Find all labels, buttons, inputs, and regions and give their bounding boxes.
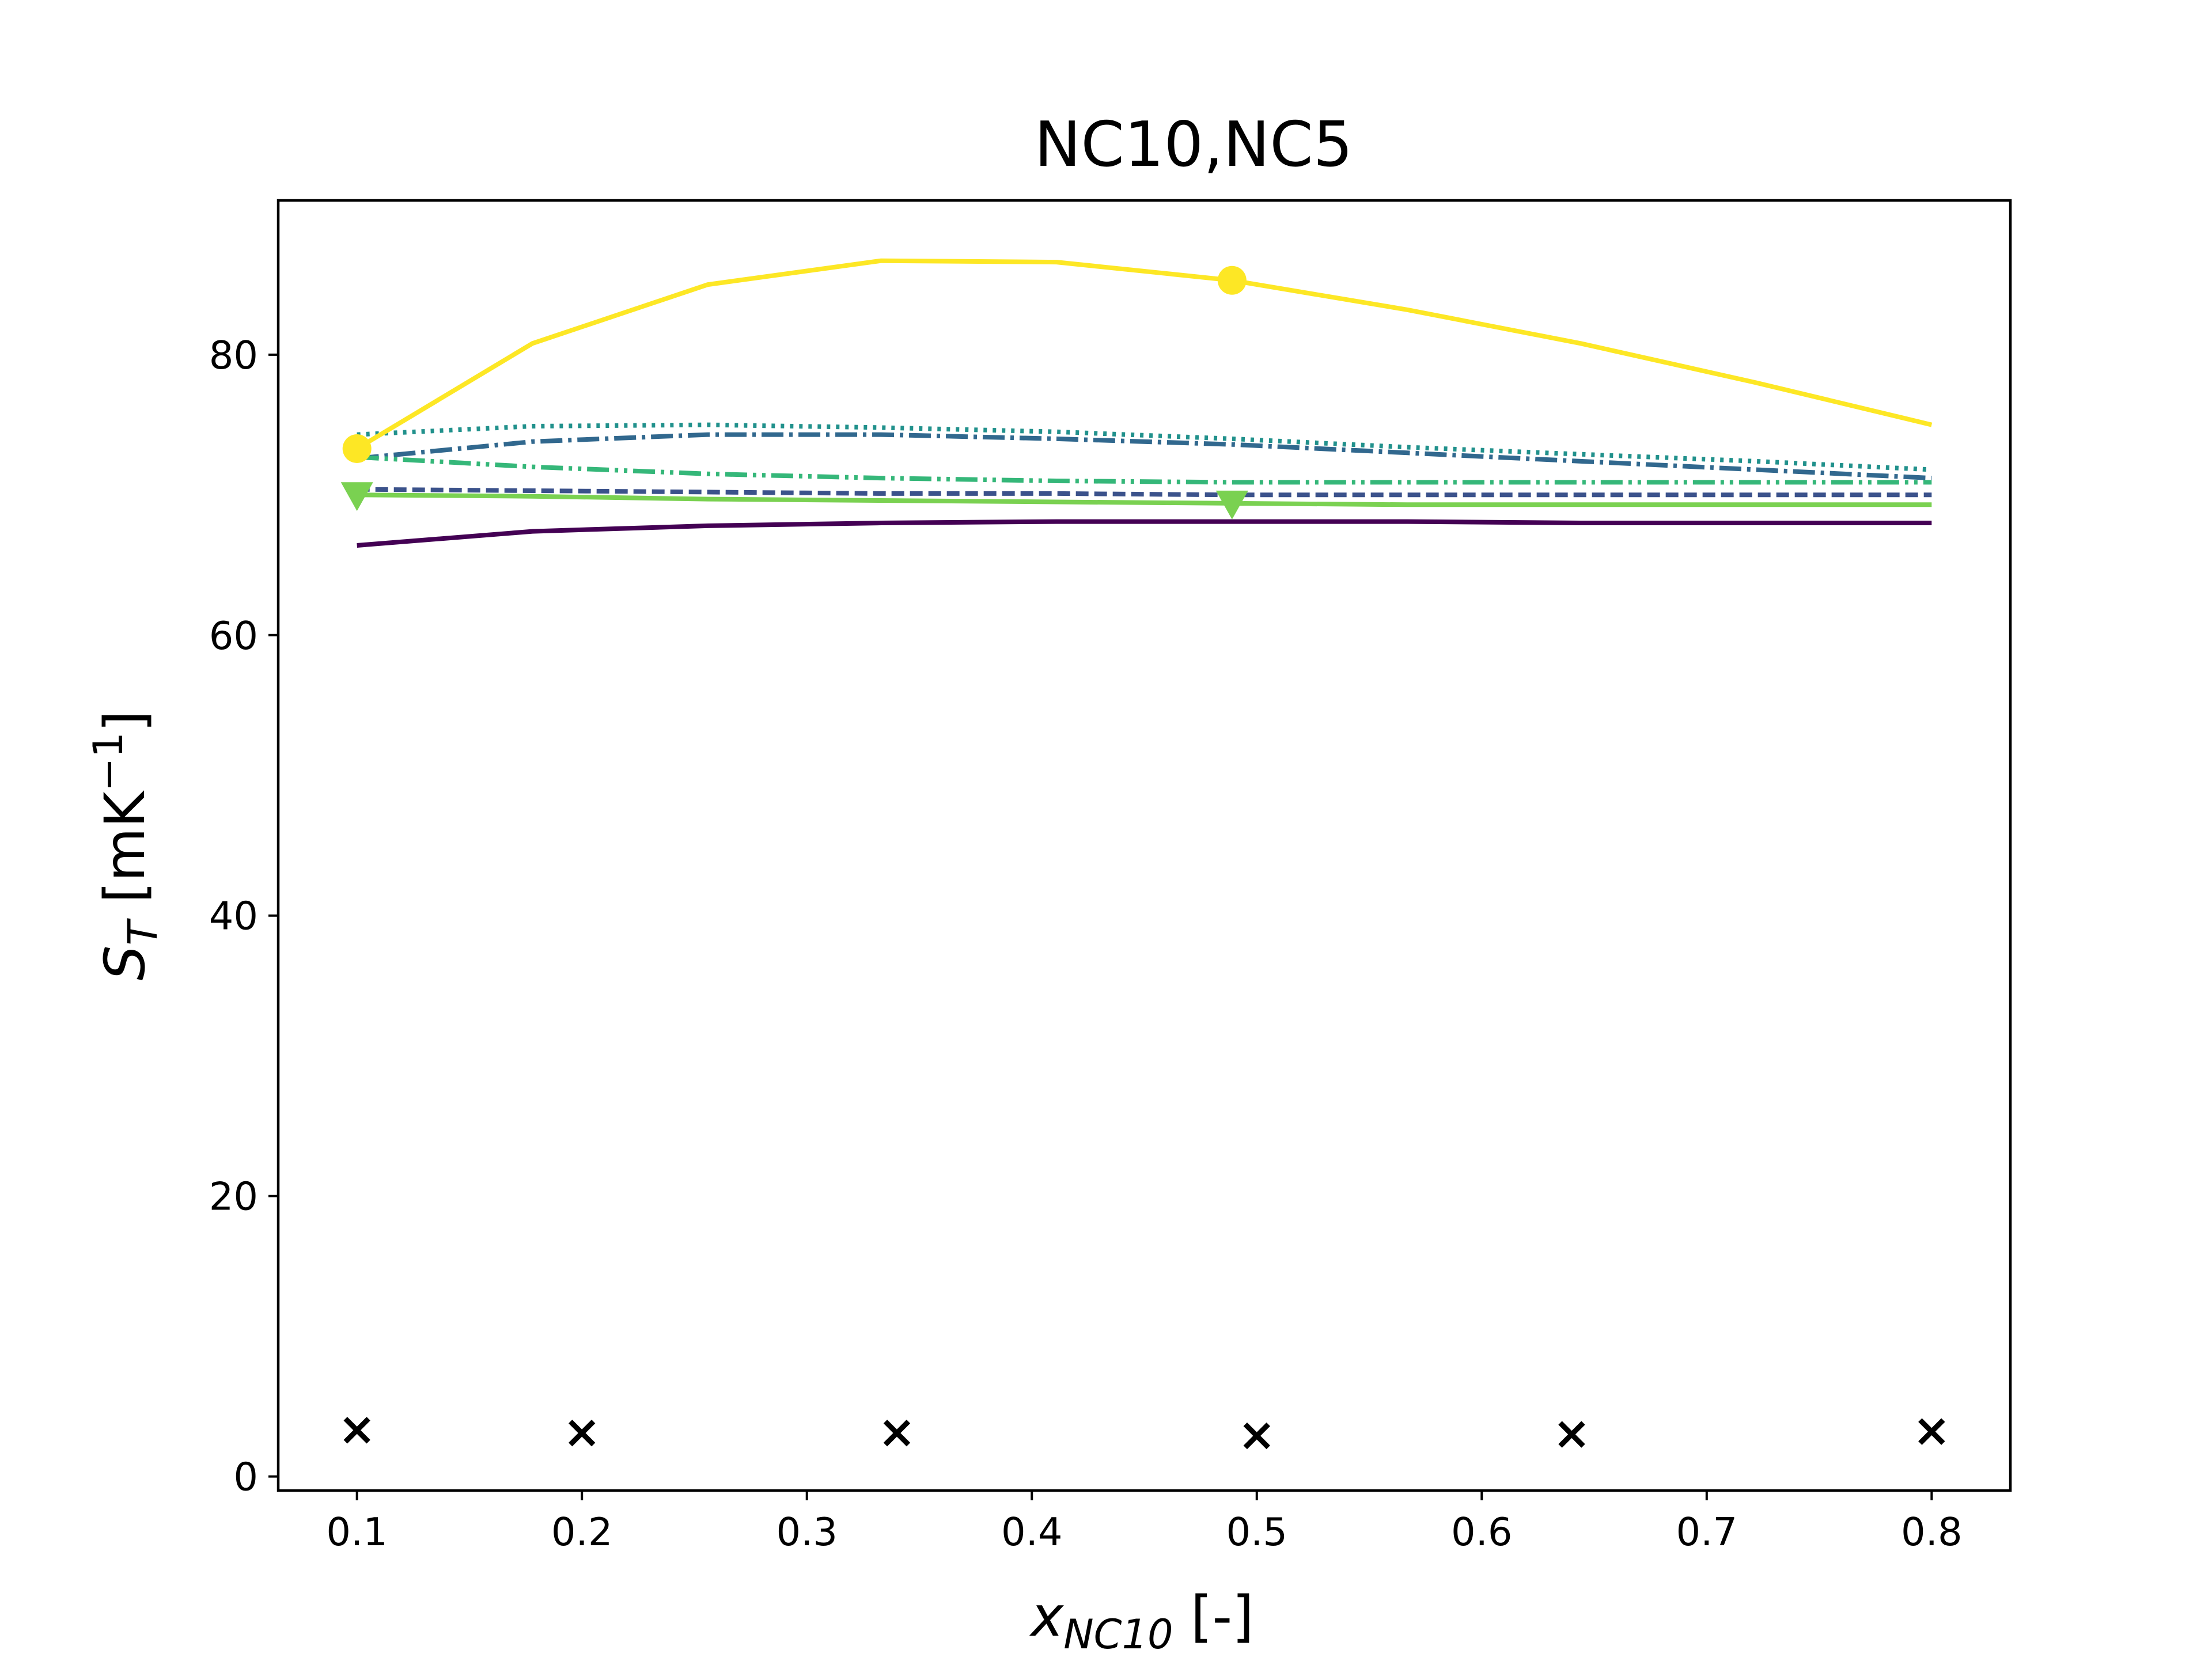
x-tick-label: 0.2 [551,1510,613,1554]
series-line [355,258,1933,451]
series-line [357,519,1932,548]
x-tick-label: 0.1 [326,1510,388,1554]
series-line [357,487,1932,498]
x-tick-label: 0.3 [776,1510,838,1554]
series-5 [340,482,1932,519]
data-point [883,1419,911,1447]
series-4 [357,454,1932,485]
x-tick-label: 0.8 [1901,1510,1963,1554]
y-axis-label: ST [mK−1] [85,711,166,981]
x-tick-label: 0.4 [1001,1510,1063,1554]
series-6 [342,258,1933,463]
data-point [343,1417,370,1444]
chart-title: NC10,NC5 [1035,109,1353,181]
series-line [357,432,1932,481]
series-0 [357,519,1932,548]
y-tick-label: 40 [209,894,258,939]
data-point [1243,1422,1270,1450]
data-point [1217,266,1247,295]
series-3 [357,432,1932,481]
x-axis-label: xNC10 [-] [1029,1584,1253,1658]
series-line [357,492,1932,507]
data-point [569,1419,596,1447]
data-point [340,482,373,511]
series-1 [357,487,1932,498]
data-point [1918,1418,1945,1445]
y-tick-label: 20 [209,1174,258,1219]
y-tick-label: 80 [209,333,258,378]
x-tick-label: 0.5 [1226,1510,1287,1554]
data-point [1558,1421,1585,1448]
plot-frame [276,199,2012,1492]
x-tick-label: 0.6 [1451,1510,1513,1554]
data-point [1215,490,1248,519]
series-line [357,454,1932,485]
data-point [342,434,372,463]
series-7 [343,1417,1945,1450]
y-tick-label: 60 [209,613,258,658]
y-tick-label: 0 [233,1455,258,1500]
x-tick-label: 0.7 [1676,1510,1738,1554]
